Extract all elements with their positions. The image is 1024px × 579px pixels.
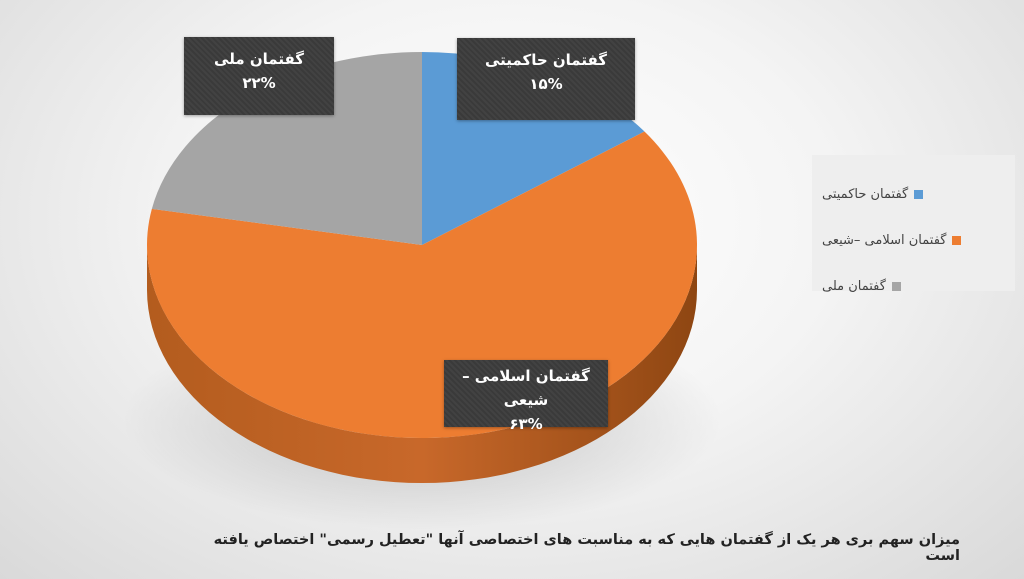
chart-title: میزان سهم بری هر یک از گفتمان هایی که به… <box>213 532 960 564</box>
data-label-name: گفتمان ملی <box>214 50 304 68</box>
data-label-hakemiyati: گفتمان حاکمیتی ۱۵% <box>457 38 635 120</box>
chart-legend: گفتمان حاکمیتی گفتمان اسلامی –شیعی گفتما… <box>812 155 1015 294</box>
data-label-percent: ۱۵% <box>529 75 563 93</box>
pie-slice-2 <box>151 52 422 245</box>
legend-swatch <box>914 189 924 199</box>
data-label-name: گفتمان اسلامی –شیعی <box>462 367 590 409</box>
legend-swatch <box>952 235 962 245</box>
data-label-eslami-shiei: گفتمان اسلامی –شیعی ۶۳% <box>444 360 608 433</box>
legend-item: گفتمان حاکمیتی <box>822 171 1005 217</box>
legend-item: گفتمان اسلامی –شیعی <box>822 217 1005 263</box>
data-label-name: گفتمان حاکمیتی <box>485 51 607 69</box>
legend-swatch <box>891 281 901 291</box>
legend-label: گفتمان حاکمیتی <box>822 186 909 202</box>
legend-label: گفتمان اسلامی –شیعی <box>822 232 947 248</box>
legend-label: گفتمان ملی <box>822 278 886 294</box>
data-label-percent: ۲۲% <box>242 74 276 92</box>
data-label-melli: گفتمان ملی ۲۲% <box>184 37 334 115</box>
legend-item: گفتمان ملی <box>822 263 1005 309</box>
data-label-percent: ۶۳% <box>509 415 543 433</box>
